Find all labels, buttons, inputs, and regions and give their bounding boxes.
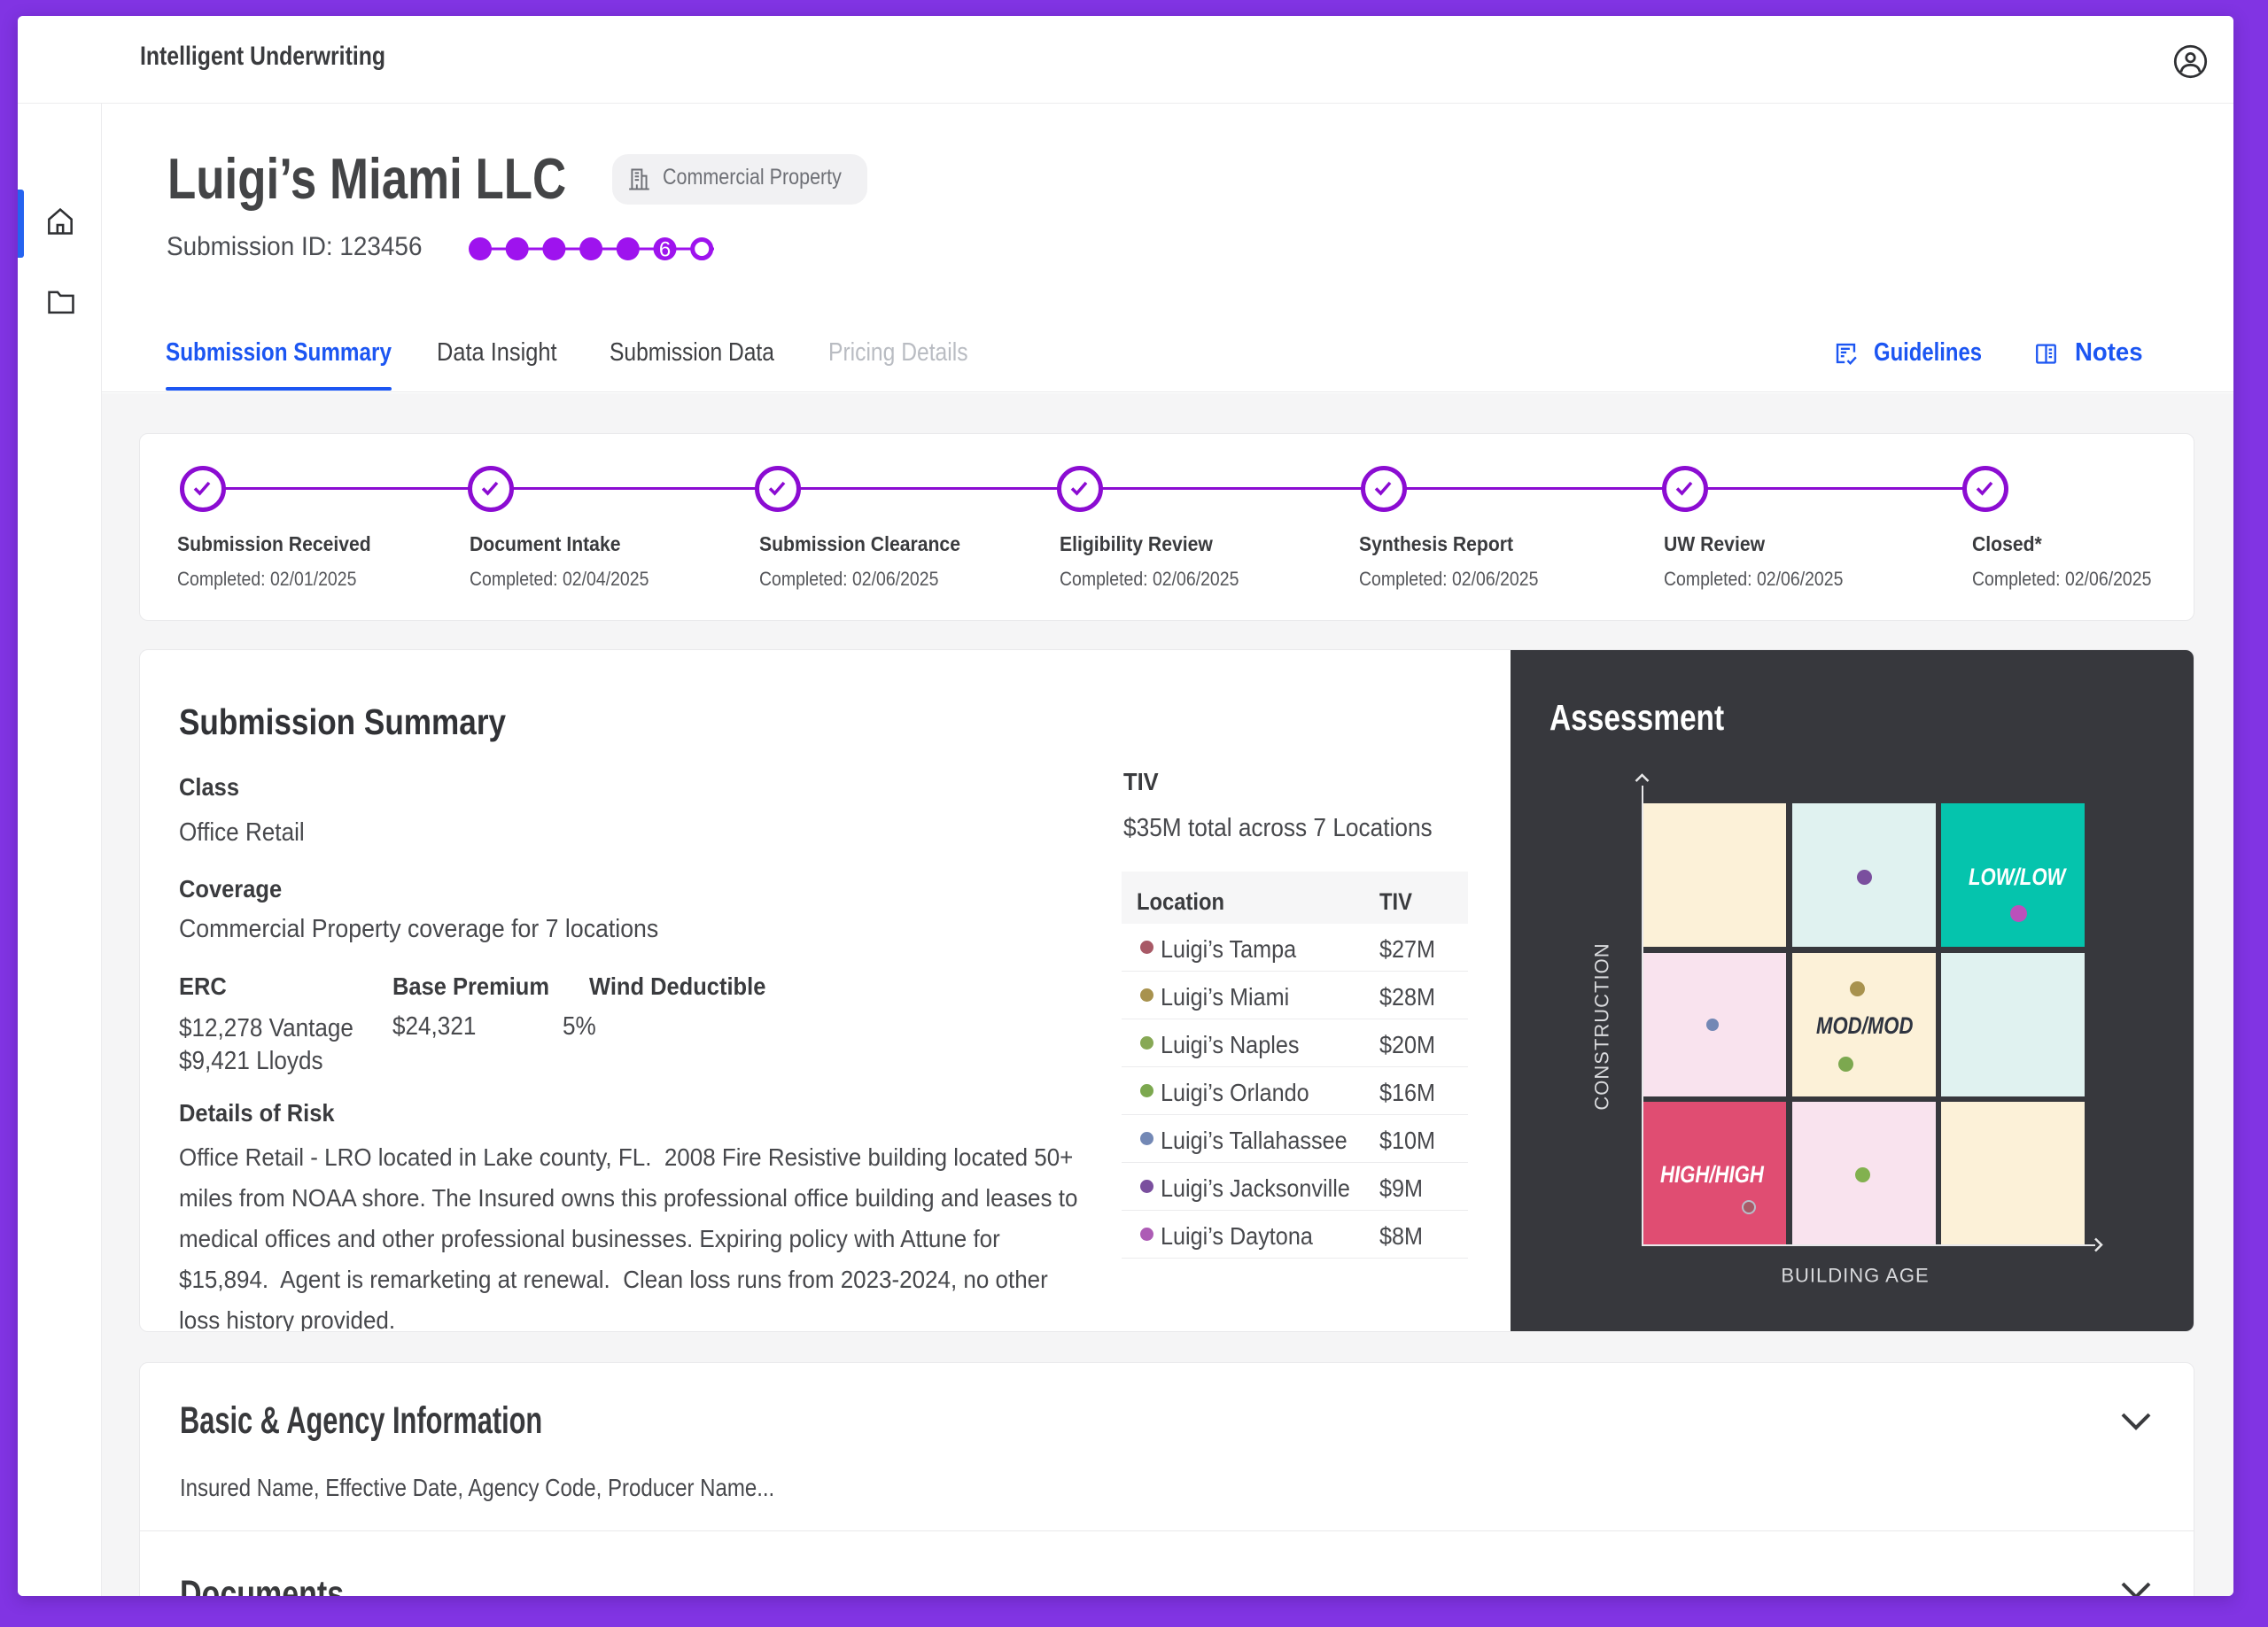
svg-text:BUILDING AGE: BUILDING AGE xyxy=(1781,1265,1929,1287)
svg-text:6: 6 xyxy=(659,238,671,262)
svg-text:CONSTRUCTION: CONSTRUCTION xyxy=(1591,942,1613,1110)
